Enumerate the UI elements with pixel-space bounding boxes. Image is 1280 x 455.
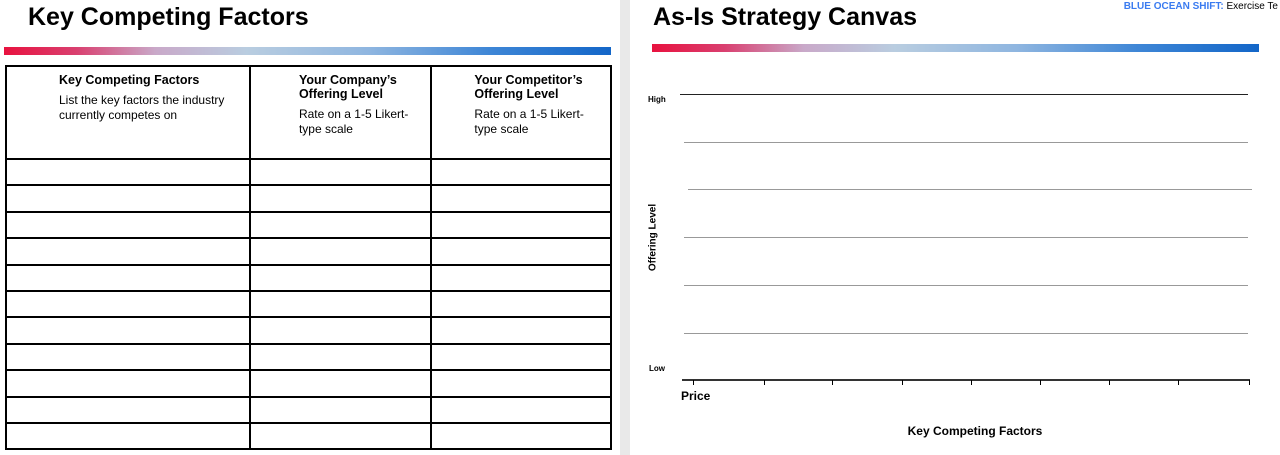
table-cell[interactable] bbox=[5, 316, 251, 345]
table-cell[interactable] bbox=[248, 395, 433, 424]
factor-label-price: Price bbox=[681, 389, 711, 403]
table-row bbox=[5, 184, 612, 213]
running-header: BLUE OCEAN SHIFT: Exercise Te bbox=[1124, 1, 1278, 13]
table-cell[interactable] bbox=[248, 184, 433, 213]
table-cell[interactable] bbox=[248, 316, 433, 345]
table-cell[interactable] bbox=[430, 157, 612, 187]
table-cell[interactable] bbox=[5, 395, 251, 424]
factors-table: Key Competing Factors List the key factor… bbox=[5, 65, 612, 451]
table-row bbox=[5, 421, 612, 451]
table-row bbox=[5, 289, 612, 319]
gridline bbox=[684, 142, 1248, 143]
x-axis bbox=[682, 379, 1250, 381]
table-row bbox=[5, 316, 612, 345]
table-cell[interactable] bbox=[5, 210, 251, 240]
x-axis-tick bbox=[832, 380, 833, 385]
x-axis-tick bbox=[764, 380, 765, 385]
header-text: Exercise Te bbox=[1226, 1, 1278, 12]
gridline-high bbox=[680, 94, 1248, 95]
gridline bbox=[684, 333, 1248, 334]
table-cell[interactable] bbox=[5, 369, 251, 398]
right-page: BLUE OCEAN SHIFT: Exercise Te As-Is Stra… bbox=[630, 0, 1280, 455]
column-heading: Your Competitor’s Offering Level bbox=[474, 73, 583, 101]
x-axis-tick bbox=[971, 380, 972, 385]
x-axis-tick bbox=[902, 380, 903, 385]
x-axis-tick bbox=[1040, 380, 1041, 385]
y-axis-label: Offering Level bbox=[647, 203, 659, 272]
column-header: Your Company’s Offering Level Rate on a 1… bbox=[248, 65, 433, 160]
table-cell[interactable] bbox=[5, 237, 251, 266]
x-axis-label: Key Competing Factors bbox=[907, 424, 1043, 438]
gradient-divider bbox=[4, 47, 611, 55]
table-cell[interactable] bbox=[248, 421, 433, 451]
gridline bbox=[684, 237, 1248, 238]
table-cell[interactable] bbox=[430, 369, 612, 398]
table-cell[interactable] bbox=[430, 342, 612, 372]
x-axis-tick bbox=[693, 380, 694, 385]
table-cell[interactable] bbox=[5, 263, 251, 292]
column-heading: Your Company’s Offering Level bbox=[298, 73, 397, 101]
table-cell[interactable] bbox=[248, 342, 433, 372]
table-cell[interactable] bbox=[5, 157, 251, 187]
table-row bbox=[5, 157, 612, 187]
gradient-divider bbox=[652, 44, 1259, 52]
table-cell[interactable] bbox=[430, 210, 612, 240]
table-cell[interactable] bbox=[5, 421, 251, 451]
table-cell[interactable] bbox=[430, 263, 612, 292]
x-axis-tick bbox=[1249, 380, 1250, 385]
table-cell[interactable] bbox=[248, 289, 433, 319]
table-cell[interactable] bbox=[430, 184, 612, 213]
table-cell[interactable] bbox=[5, 289, 251, 319]
table-row bbox=[5, 395, 612, 424]
table-row bbox=[5, 237, 612, 266]
x-axis-tick bbox=[1178, 380, 1179, 385]
column-header: Key Competing Factors List the key factor… bbox=[5, 65, 251, 160]
gridline bbox=[684, 285, 1248, 286]
table-cell[interactable] bbox=[248, 237, 433, 266]
table-cell[interactable] bbox=[430, 237, 612, 266]
table-cell[interactable] bbox=[248, 210, 433, 240]
table-row bbox=[5, 369, 612, 398]
gridline bbox=[688, 189, 1252, 190]
table-cell[interactable] bbox=[248, 157, 433, 187]
table-row bbox=[5, 210, 612, 240]
column-description: Rate on a 1-5 Likert-type scale bbox=[474, 107, 584, 136]
y-low-label: Low bbox=[649, 364, 665, 373]
page-title: Key Competing Factors bbox=[28, 3, 309, 31]
table-cell[interactable] bbox=[430, 289, 612, 319]
column-heading: Key Competing Factors bbox=[59, 73, 200, 87]
table-cell[interactable] bbox=[430, 421, 612, 451]
y-high-label: High bbox=[648, 95, 666, 104]
table-cell[interactable] bbox=[5, 342, 251, 372]
table-row bbox=[5, 263, 612, 292]
table-cell[interactable] bbox=[248, 263, 433, 292]
table-cell[interactable] bbox=[5, 184, 251, 213]
column-description: List the key factors the industry curren… bbox=[59, 93, 225, 122]
table-cell[interactable] bbox=[430, 395, 612, 424]
table-cell[interactable] bbox=[430, 316, 612, 345]
table-row bbox=[5, 342, 612, 372]
column-header: Your Competitor’s Offering Level Rate on … bbox=[430, 65, 612, 160]
column-description: Rate on a 1-5 Likert-type scale bbox=[298, 107, 409, 136]
brand-label: BLUE OCEAN SHIFT: bbox=[1123, 1, 1224, 12]
left-page: Key Competing Factors Key Competing Fact… bbox=[0, 0, 620, 455]
x-axis-tick bbox=[1109, 380, 1110, 385]
table-cell[interactable] bbox=[248, 369, 433, 398]
canvas-title: As-Is Strategy Canvas bbox=[653, 3, 918, 31]
